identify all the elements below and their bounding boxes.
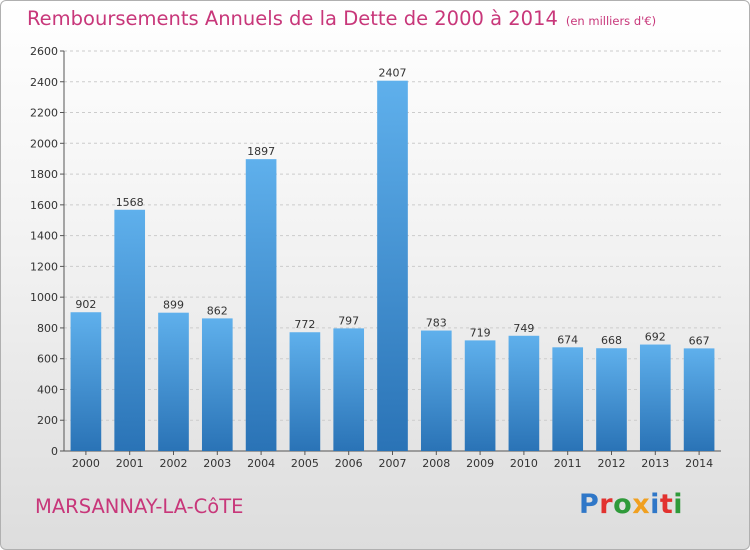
- value-label-2008: 783: [426, 317, 447, 330]
- logo-letter: P: [579, 489, 600, 520]
- logo-letter: r: [599, 489, 614, 520]
- value-label-2014: 667: [689, 334, 710, 347]
- value-label-2003: 862: [207, 304, 228, 317]
- value-label-2002: 899: [163, 299, 184, 312]
- bar-2001: [114, 209, 146, 451]
- x-tick-label-2006: 2006: [335, 457, 363, 470]
- logo-letter: i: [650, 489, 660, 520]
- x-tick-label-2005: 2005: [291, 457, 319, 470]
- logo-letter: x: [632, 489, 651, 520]
- y-tick-label: 2200: [30, 107, 58, 120]
- bar-2000: [70, 312, 102, 451]
- labels: 0 200 400 600 800 1000 1200 1400 1600 1800 2000 220…: [30, 45, 713, 470]
- bar-2003: [201, 318, 233, 451]
- bar-2008: [420, 330, 452, 451]
- x-tick-label-2007: 2007: [379, 457, 407, 470]
- bar-2013: [639, 344, 671, 451]
- value-label-2009: 719: [470, 326, 491, 339]
- y-tick-label: 2600: [30, 45, 58, 58]
- y-tick-label: 600: [37, 353, 58, 366]
- bar-2014: [683, 348, 715, 451]
- x-tick-label-2010: 2010: [510, 457, 538, 470]
- x-tick-label-2012: 2012: [598, 457, 626, 470]
- x-tick-label-2003: 2003: [203, 457, 231, 470]
- x-tick-label-2011: 2011: [554, 457, 582, 470]
- y-tick-label: 800: [37, 322, 58, 335]
- y-tick-label: 2400: [30, 76, 58, 89]
- proxiti-logo: Proxiti: [579, 489, 683, 520]
- y-tick-label: 0: [51, 445, 58, 458]
- x-tick-label-2013: 2013: [641, 457, 669, 470]
- x-tick-label-2014: 2014: [685, 457, 713, 470]
- y-tick-label: 2000: [30, 137, 58, 150]
- x-tick-label-2009: 2009: [466, 457, 494, 470]
- place-name: MARSANNAY-LA-CôTE: [35, 495, 244, 518]
- value-label-2011: 674: [557, 333, 578, 346]
- bar-2007: [377, 80, 408, 451]
- y-tick-label: 400: [37, 383, 58, 396]
- y-tick-label: 200: [37, 414, 58, 427]
- value-label-2012: 668: [601, 334, 622, 347]
- value-label-2010: 749: [513, 322, 534, 335]
- x-tick-label-2008: 2008: [422, 457, 450, 470]
- bar-2009: [464, 340, 496, 451]
- x-tick-label-2002: 2002: [160, 457, 188, 470]
- bar-2010: [508, 335, 540, 451]
- bar-2006: [333, 328, 365, 451]
- x-tick-label-2001: 2001: [116, 457, 144, 470]
- chart-subtitle: (en milliers d'€): [565, 14, 657, 28]
- value-label-2007: 2407: [379, 67, 407, 80]
- title-row: Remboursements Annuels de la Dette de 20…: [27, 7, 656, 30]
- bar-2005: [289, 332, 321, 451]
- y-tick-label: 1600: [30, 199, 58, 212]
- y-tick-label: 1400: [30, 230, 58, 243]
- y-tick-label: 1000: [30, 291, 58, 304]
- value-label-2006: 797: [338, 314, 359, 327]
- bar-2012: [596, 348, 627, 451]
- logo-letter: i: [673, 489, 684, 520]
- logo-letter: t: [659, 489, 674, 520]
- value-label-2005: 772: [294, 318, 315, 331]
- value-label-2004: 1897: [247, 145, 275, 158]
- value-label-2001: 1568: [116, 196, 144, 209]
- y-tick-label: 1200: [30, 260, 58, 273]
- value-label-2013: 692: [645, 331, 666, 344]
- value-label-2000: 902: [75, 298, 96, 311]
- y-tick-label: 1800: [30, 168, 58, 181]
- logo-letter: o: [613, 489, 633, 520]
- chart-title: Remboursements Annuels de la Dette de 20…: [27, 7, 558, 30]
- bar-2002: [158, 312, 189, 451]
- bar-2004: [245, 159, 277, 451]
- bar-2011: [552, 347, 584, 451]
- bars: [70, 80, 715, 451]
- x-tick-label-2004: 2004: [247, 457, 275, 470]
- x-tick-label-2000: 2000: [72, 457, 100, 470]
